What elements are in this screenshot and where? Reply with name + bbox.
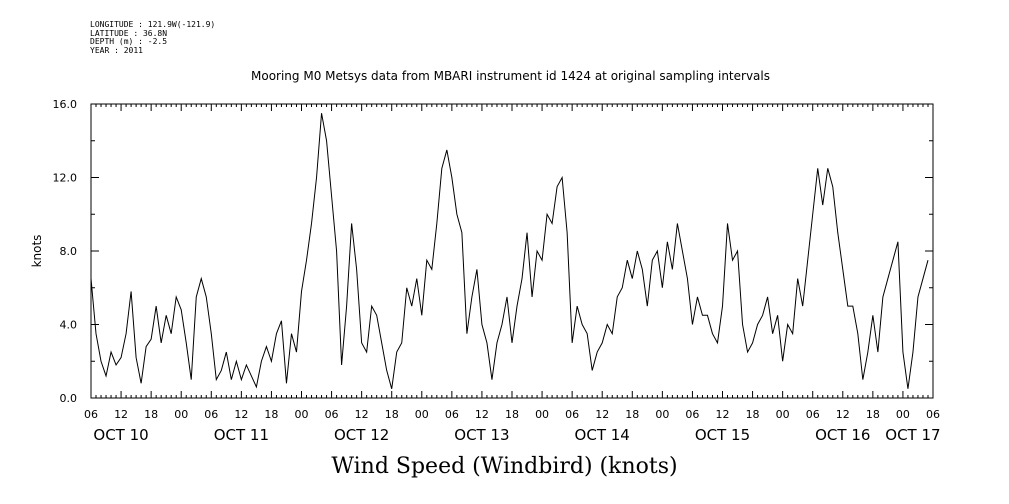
x-tick-label: 06: [565, 408, 579, 421]
x-tick-label: 06: [204, 408, 218, 421]
day-label: OCT 11: [214, 426, 269, 444]
metadata-block: LONGITUDE : 121.9W(-121.9) LATITUDE : 36…: [90, 20, 216, 55]
x-tick-label: 00: [295, 408, 309, 421]
x-tick-label: 00: [415, 408, 429, 421]
x-tick-label: 18: [144, 408, 158, 421]
x-tick-label: 18: [385, 408, 399, 421]
x-tick-label: 06: [445, 408, 459, 421]
x-tick-label: 12: [234, 408, 248, 421]
x-tick-label: 12: [475, 408, 489, 421]
x-tick-label: 06: [325, 408, 339, 421]
x-tick-label: 12: [114, 408, 128, 421]
day-label: OCT 10: [93, 426, 148, 444]
x-axis-label: Wind Speed (Windbird) (knots): [331, 454, 678, 479]
x-tick-label: 06: [806, 408, 820, 421]
x-tick-label: 00: [174, 408, 188, 421]
day-label: OCT 16: [815, 426, 870, 444]
x-tick-label: 06: [84, 408, 98, 421]
x-tick-label: 06: [685, 408, 699, 421]
x-tick-label: 18: [866, 408, 880, 421]
x-tick-labels: 06 12 18 00 06 12 18 00 06 12 18 00 06 12 18 00 06 12 18 00…: [84, 408, 940, 421]
y-tick-label: 8.0: [60, 245, 78, 258]
x-tick-label: 12: [836, 408, 850, 421]
y-tick-label: 4.0: [60, 319, 78, 332]
x-tick-label: 18: [625, 408, 639, 421]
x-tick-label: 18: [264, 408, 278, 421]
wind-speed-line: [90, 113, 929, 389]
x-tick-label: 18: [505, 408, 519, 421]
day-label: OCT 13: [454, 426, 509, 444]
y-axis-label: knots: [30, 235, 44, 268]
longitude-label: LONGITUDE : 121.9W(-121.9): [90, 20, 216, 29]
day-label: OCT 17: [885, 426, 940, 444]
x-tick-label: 00: [896, 408, 910, 421]
x-tick-label: 00: [776, 408, 790, 421]
y-tick-label: 0.0: [60, 392, 78, 405]
x-tick-label: 18: [746, 408, 760, 421]
day-label: OCT 14: [575, 426, 630, 444]
axis-ticks: [90, 103, 934, 399]
plot-frame: [90, 103, 934, 399]
x-tick-label: 12: [355, 408, 369, 421]
x-tick-label: 06: [926, 408, 940, 421]
y-tick-label: 16.0: [53, 98, 78, 111]
day-labels: OCT 10 OCT 11 OCT 12 OCT 13 OCT 14 OCT 15 OCT …: [93, 426, 940, 444]
x-tick-label: 12: [595, 408, 609, 421]
x-tick-label: 12: [716, 408, 730, 421]
y-tick-label: 12.0: [53, 172, 78, 185]
depth-label: DEPTH (m) : -2.5: [90, 37, 168, 47]
x-tick-label: 00: [655, 408, 669, 421]
x-tick-label: 00: [535, 408, 549, 421]
year-label: YEAR : 2011: [90, 45, 143, 55]
day-label: OCT 15: [695, 426, 750, 444]
y-tick-labels: 0.0 4.0 8.0 12.0 16.0: [53, 98, 78, 405]
chart-title: Mooring M0 Metsys data from MBARI instru…: [251, 69, 770, 83]
day-label: OCT 12: [334, 426, 389, 444]
latitude-label: LATITUDE : 36.8N: [90, 28, 168, 38]
